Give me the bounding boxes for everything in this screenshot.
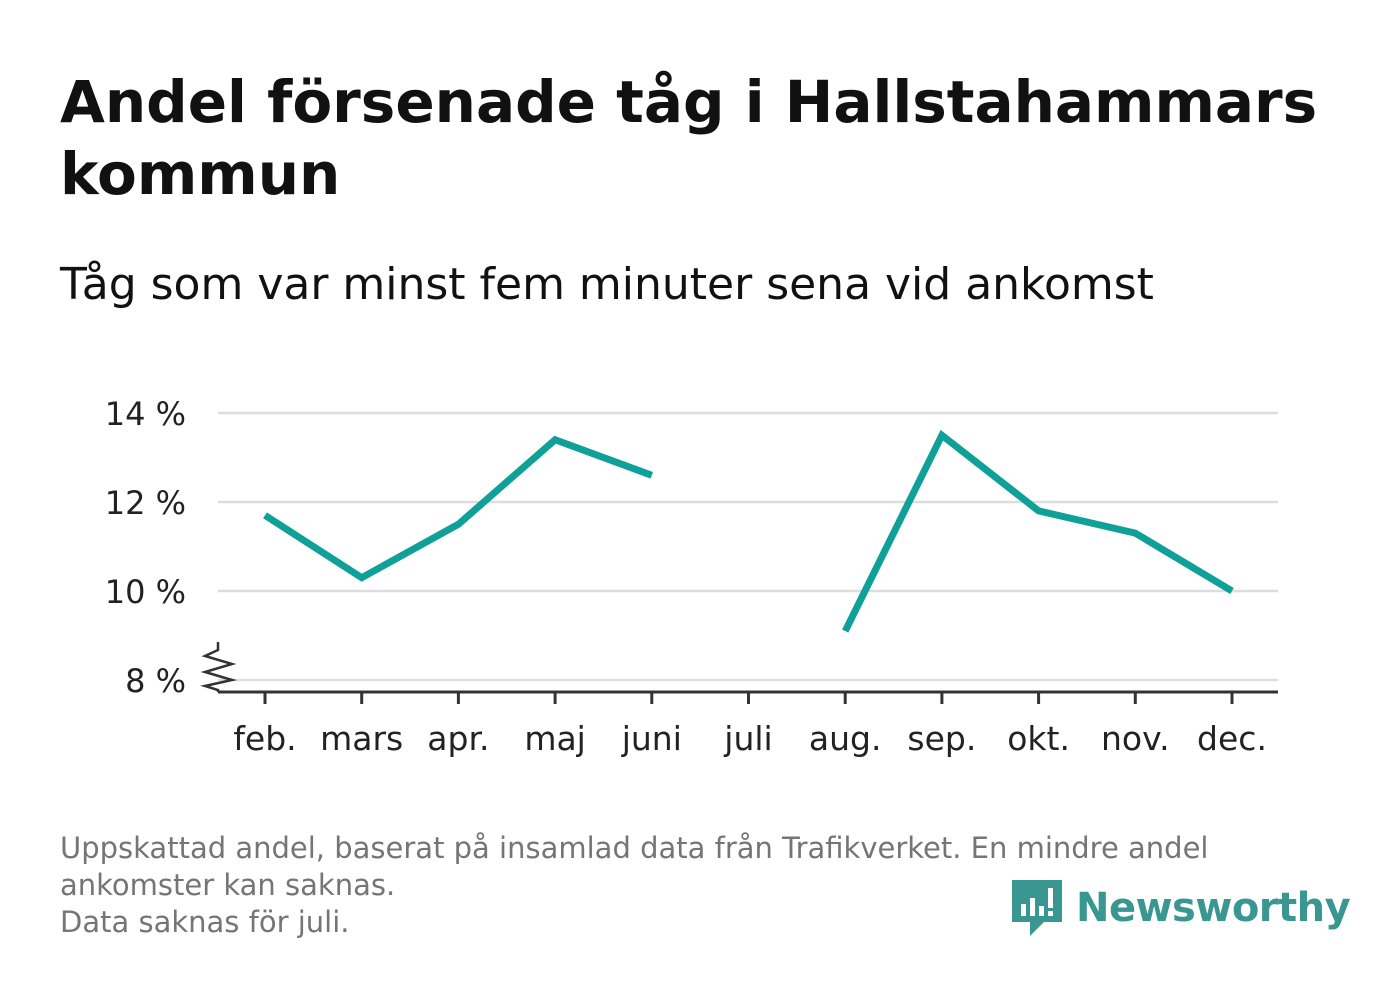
x-tick-label: maj bbox=[524, 719, 586, 758]
footnote-line: Uppskattad andel, baserat på insamlad da… bbox=[60, 831, 1209, 865]
data-point bbox=[844, 630, 846, 632]
data-point bbox=[457, 523, 459, 525]
line-chart: 8 % 10 % 12 % 14 % feb. mars apr. maj juni juli au… bbox=[105, 395, 1278, 758]
x-tick-label: juli bbox=[723, 719, 772, 758]
bar-chart-speech-bubble-icon bbox=[1012, 880, 1062, 936]
brand-name: Newsworthy bbox=[1076, 885, 1351, 931]
x-tick-label: okt. bbox=[1007, 719, 1070, 758]
data-point bbox=[651, 474, 653, 476]
axis-break-icon bbox=[200, 642, 237, 692]
data-point bbox=[941, 434, 943, 436]
footnote-line: Data saknas för juli. bbox=[60, 905, 350, 939]
footnote: Uppskattad andel, baserat på insamlad da… bbox=[60, 830, 1330, 941]
series-line bbox=[842, 429, 1234, 633]
data-point bbox=[1231, 590, 1233, 592]
x-tick-label: feb. bbox=[233, 719, 296, 758]
series-line bbox=[263, 435, 654, 582]
y-tick-label: 14 % bbox=[105, 395, 186, 433]
x-tick-label: nov. bbox=[1101, 719, 1170, 758]
newsworthy-logo: Newsworthy bbox=[1010, 876, 1351, 940]
y-tick-label: 10 % bbox=[105, 573, 186, 611]
footnote-line: ankomster kan saknas. bbox=[60, 868, 396, 902]
data-point bbox=[361, 577, 363, 579]
x-tick-label: mars bbox=[320, 719, 403, 758]
data-point bbox=[264, 514, 266, 516]
x-tick-label: aug. bbox=[809, 719, 882, 758]
chart-subtitle: Tåg som var minst fem minuter sena vid a… bbox=[60, 259, 1154, 310]
x-tick-label: apr. bbox=[427, 719, 489, 758]
y-tick-label: 8 % bbox=[125, 662, 186, 700]
data-point bbox=[1038, 510, 1040, 512]
x-tick-label: sep. bbox=[907, 719, 976, 758]
x-tick-label: juni bbox=[621, 719, 682, 758]
chart-title: Andel försenade tåg i Hallstahammars kom… bbox=[60, 68, 1318, 208]
data-point bbox=[1134, 532, 1136, 534]
data-point bbox=[554, 439, 556, 441]
y-tick-label: 12 % bbox=[105, 484, 186, 522]
x-tick-label: dec. bbox=[1197, 719, 1267, 758]
